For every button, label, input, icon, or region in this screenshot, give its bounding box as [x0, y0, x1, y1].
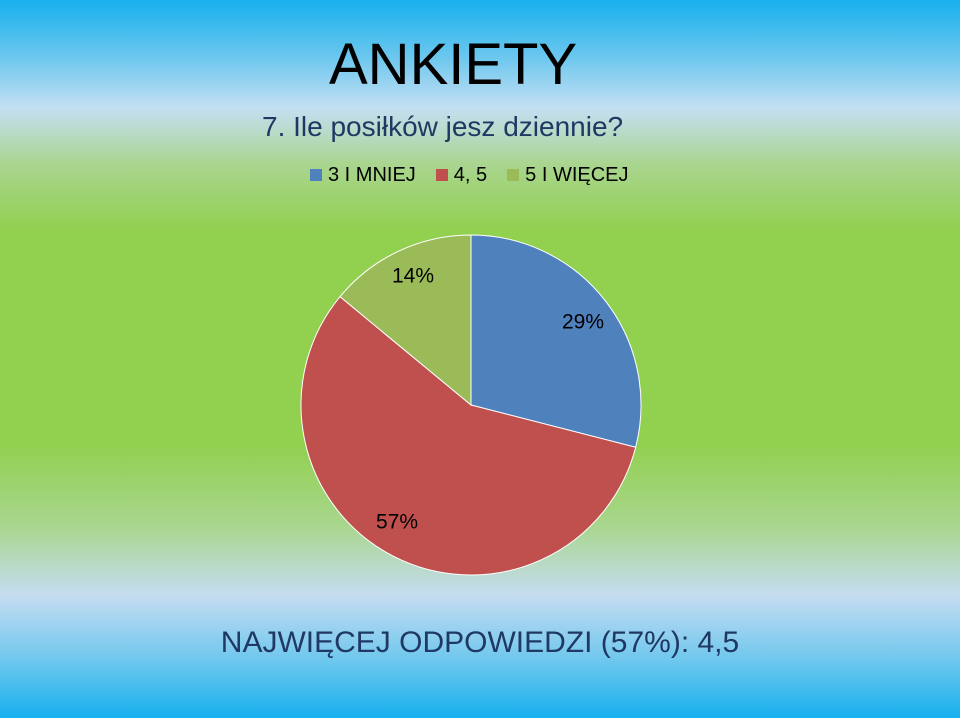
legend-swatch-3-i-mniej — [310, 169, 322, 181]
legend-label-5-i-wiecej: 5 I WIĘCEJ — [525, 163, 629, 186]
label-5-i-wiecej: 14% — [392, 265, 434, 288]
legend-item-5-i-wiecej: 5 I WIĘCEJ — [507, 163, 629, 187]
page-title: ANKIETY — [329, 32, 578, 97]
legend-swatch-5-i-wiecej — [507, 169, 520, 181]
label-3-i-mniej: 29% — [562, 311, 604, 334]
legend-item-3-i-mniej: 3 I MNIEJ — [310, 164, 416, 187]
legend-swatch-4-5 — [435, 169, 448, 181]
legend-label-3-i-mniej: 3 I MNIEJ — [328, 163, 416, 186]
legend-label-4-5: 4, 5 — [453, 163, 488, 186]
chart-title: 7. Ile posiłków jesz dziennie? — [262, 111, 624, 142]
slice-4-5 — [300, 295, 637, 576]
summary-footer: NAJWIĘCEJ ODPOWIEDZI (57%): 4,5 — [220, 626, 740, 659]
chart-legend: 3 I MNIEJ 4, 5 5 I WIĘCEJ — [310, 163, 629, 187]
legend-item-4-5: 4, 5 — [435, 163, 488, 187]
slice-5-i-wiecej — [339, 234, 472, 407]
label-4-5: 57% — [376, 511, 418, 534]
slice-3-i-mniej — [470, 234, 642, 448]
